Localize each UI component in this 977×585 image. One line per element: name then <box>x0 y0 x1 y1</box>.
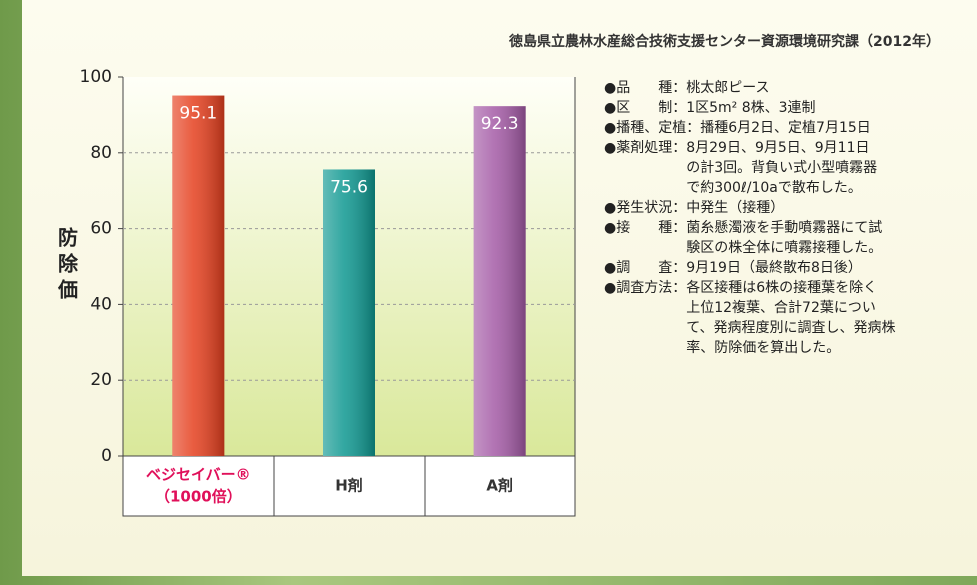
note-line: 1区5m² 8株、3連制 <box>686 100 816 116</box>
note: ●薬剤処理： 8月29日、9月5日、9月11日 の計3回。背負い式小型噴霧器 で約30… <box>604 138 896 198</box>
note: ●調 査： 9月19日（最終散布8日後） <box>604 258 896 278</box>
note: ●発生状況： 中発生（接種） <box>604 198 896 218</box>
note-label: ●区 制： <box>604 100 687 116</box>
note-body: 桃太郎ピース <box>686 78 769 98</box>
y-tick-label: 80 <box>90 143 112 163</box>
note-line: の計3回。背負い式小型噴霧器 <box>686 160 878 176</box>
note-body: 菌糸懸濁液を手動噴霧器にて試 験区の株全体に噴霧接種した。 <box>686 218 882 258</box>
bar-shine <box>323 169 375 456</box>
note-line: 各区接種は6株の接種葉を除く <box>686 280 878 296</box>
y-axis-label: 防除価 <box>55 226 79 305</box>
y-tick-label: 100 <box>80 67 112 87</box>
x-tick-label: ベジセイバー® <box>146 466 251 484</box>
note-line: で約300ℓ/10aで散布した。 <box>686 180 862 196</box>
value-label: 92.3 <box>481 114 519 134</box>
note-body: 播種6月2日、定植7月15日 <box>700 118 871 138</box>
source: 徳島県立農林水産総合技術支援センター資源環境研究課（2012年） <box>508 33 940 50</box>
note-body: 中発生（接種） <box>686 198 784 218</box>
note-label: ●播種、定植： <box>604 120 701 136</box>
note-body: 9月19日（最終散布8日後） <box>686 258 862 278</box>
note-label: ●薬剤処理： <box>604 140 687 156</box>
note: ●接 種： 菌糸懸濁液を手動噴霧器にて試 験区の株全体に噴霧接種した。 <box>604 218 896 258</box>
note-label: ●接 種： <box>604 220 687 236</box>
note: ●調査方法： 各区接種は6株の接種葉を除く 上位12複葉、合計72葉について、発病程… <box>604 278 896 358</box>
value-label: 95.1 <box>179 104 217 124</box>
note-line: 桃太郎ピース <box>686 80 770 96</box>
note-label: ●調 査： <box>604 260 687 276</box>
note: ●区 制： 1区5m² 8株、3連制 <box>604 98 896 118</box>
y-tick-label: 20 <box>90 370 112 390</box>
y-tick-label: 60 <box>90 219 112 239</box>
note-label: ●品 種： <box>604 80 687 96</box>
note-line: 験区の株全体に噴霧接種した。 <box>686 240 883 256</box>
note-line: て、発病程度別に調査し、発病株 <box>686 320 896 336</box>
y-tick-label: 0 <box>101 446 112 466</box>
note-line: 9月19日（最終散布8日後） <box>686 260 862 276</box>
note-body: 1区5m² 8株、3連制 <box>686 98 815 118</box>
note-body: 各区接種は6株の接種葉を除く 上位12複葉、合計72葉について、発病程度別に調査し… <box>686 278 895 358</box>
bar-shine <box>172 95 225 457</box>
bar-shine <box>473 106 526 457</box>
note-line: 率、防除価を算出した。 <box>686 340 841 356</box>
note-label: ●発生状況： <box>604 200 687 216</box>
note-line: 菌糸懸濁液を手動噴霧器にて試 <box>686 220 883 236</box>
notes: ●品 種： 桃太郎ピース ●区 制： 1区5m² 8株、3連制 ●播種、定植： 播種6月2… <box>604 78 896 358</box>
note-body: 8月29日、9月5日、9月11日 の計3回。背負い式小型噴霧器 で約300ℓ/10a… <box>686 138 877 198</box>
note-label: ●調査方法： <box>604 280 687 296</box>
note-line: 8月29日、9月5日、9月11日 <box>686 140 870 156</box>
note-line: 播種6月2日、定植7月15日 <box>700 120 871 136</box>
y-label-text: 防除価 <box>55 226 79 305</box>
x-tick-label: （1000倍） <box>155 488 242 506</box>
note-line: 中発生（接種） <box>686 200 785 216</box>
x-tick-label: H剤 <box>335 477 363 495</box>
y-tick-label: 40 <box>90 294 112 314</box>
note-line: 上位12複葉、合計72葉につい <box>686 300 876 316</box>
note: ●播種、定植： 播種6月2日、定植7月15日 <box>604 118 896 138</box>
x-tick-label: A剤 <box>486 477 513 495</box>
value-label: 75.6 <box>330 177 368 197</box>
note: ●品 種： 桃太郎ピース <box>604 78 896 98</box>
